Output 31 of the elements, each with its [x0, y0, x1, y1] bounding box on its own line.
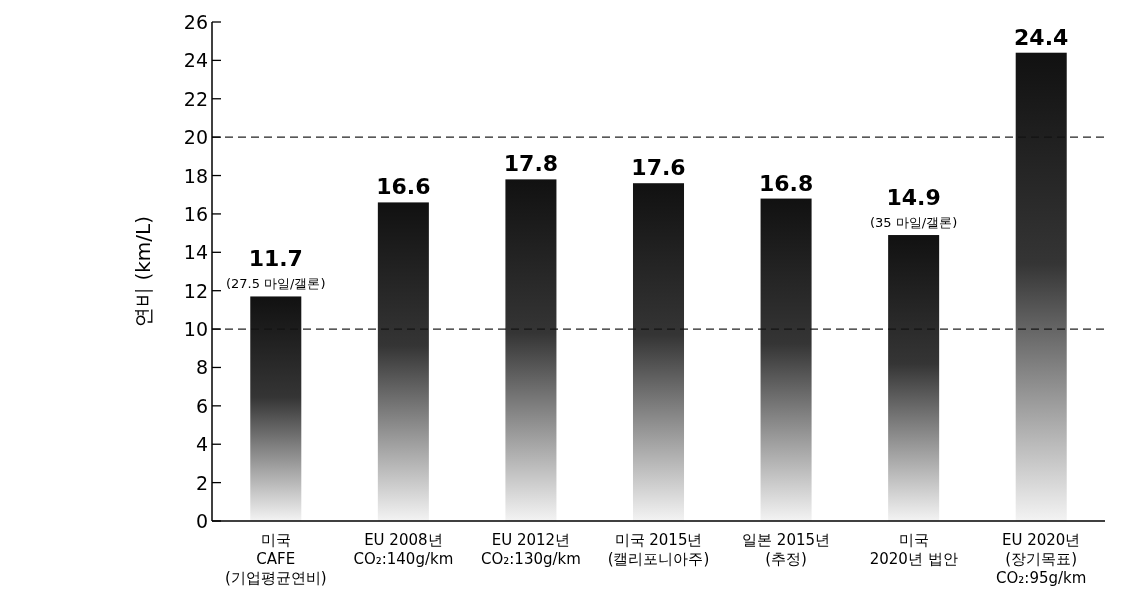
x-tick-label: 미국 2015년 (캘리포니아주)	[607, 531, 710, 568]
x-tick-label: EU 2012년 CO₂:130g/km	[481, 531, 581, 568]
data-label: 11.7	[248, 246, 303, 272]
data-label: 16.6	[376, 174, 431, 200]
x-tick-label: 미국 CAFE (기업평균연비)	[224, 531, 327, 587]
y-tick-label: 10	[183, 318, 208, 341]
y-tick-label: 22	[183, 87, 208, 110]
y-tick-label: 6	[195, 394, 208, 417]
data-label: 17.8	[503, 151, 559, 177]
x-tick-label: 일본 2015년 (추정)	[742, 531, 831, 568]
y-tick-label: 20	[183, 126, 208, 149]
data-label: 17.6	[631, 155, 686, 181]
y-tick-label: 4	[195, 433, 208, 456]
y-tick-label: 16	[183, 202, 208, 225]
annotation: (27.5 마일/갤론)	[225, 276, 326, 292]
y-tick-label: 2	[195, 471, 208, 494]
y-tick-label: 18	[183, 164, 208, 187]
y-tick-label: 12	[183, 279, 208, 302]
y-tick-label: 0	[195, 510, 208, 532]
y-axis-title: 연비 (km/L)	[131, 216, 155, 327]
x-tick-label: EU 2008년 CO₂:140g/km	[353, 531, 454, 568]
annotation: (35 마일/갤론)	[870, 215, 958, 231]
y-tick-label: 24	[183, 49, 208, 72]
data-label: 14.9	[886, 185, 941, 211]
y-tick-label: 8	[195, 356, 208, 379]
x-tick-label: EU 2020년 (장기목표) CO₂:95g/km	[996, 531, 1087, 587]
y-tick-label: 14	[183, 241, 208, 264]
data-label: 16.8	[758, 170, 814, 196]
y-tick-label: 26	[183, 11, 208, 33]
data-label: 24.4	[1014, 24, 1069, 50]
x-tick-label: 미국 2020년 법안	[869, 531, 958, 568]
